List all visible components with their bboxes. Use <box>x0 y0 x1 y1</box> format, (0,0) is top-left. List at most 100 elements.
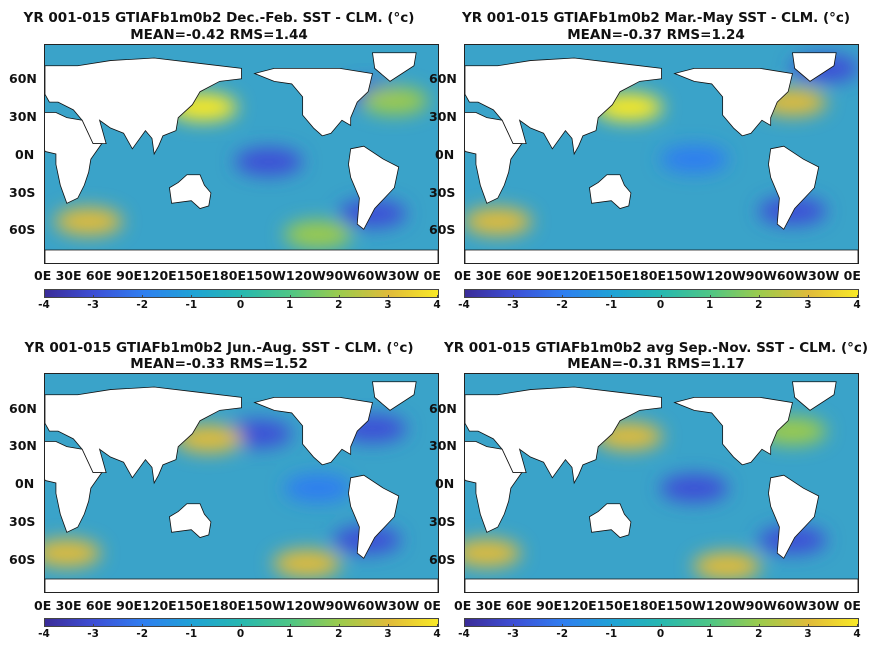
map-canvas <box>45 374 438 592</box>
colorbar-tick-mark <box>857 624 858 627</box>
colorbar-tick-label: -2 <box>556 628 569 640</box>
colorbar-tick-mark <box>660 295 662 298</box>
anomaly-blob <box>465 539 521 568</box>
colorbar-tick-mark <box>513 624 515 627</box>
colorbar-tick-mark <box>93 295 95 298</box>
y-tick-30S: 30S <box>429 185 456 200</box>
colorbar-tick-mark <box>44 624 45 627</box>
colorbar-tick-label: 3 <box>804 299 812 311</box>
panel-djf: YR 001-015 GTIAFb1m0b2 Dec.-Feb. SST - C… <box>0 0 441 328</box>
colorbar-tick-mark <box>562 624 564 627</box>
colorbar-tick-mark <box>387 624 389 627</box>
colorbar-tick-label: -1 <box>605 299 618 311</box>
panel-mam: YR 001-015 GTIAFb1m0b2 Mar.-May SST - CL… <box>429 0 875 328</box>
colorbar-tick-mark <box>758 624 760 627</box>
y-tick-60N: 60N <box>429 71 457 86</box>
colorbar-tick-mark <box>44 295 45 298</box>
colorbar-tick-mark <box>387 295 389 298</box>
anomaly-blob <box>338 199 407 228</box>
land-mass <box>465 57 662 156</box>
colorbar-tick-label: 4 <box>433 628 441 640</box>
y-tick-0N: 0N <box>435 476 455 491</box>
y-tick-0N: 0N <box>15 476 35 491</box>
x-tick-labels: 0E 30E 60E 90E120E150E180E150W120W90W60W… <box>34 598 441 613</box>
colorbar-tick-mark <box>338 295 340 298</box>
colorbar-tick-label: 0 <box>236 299 245 311</box>
colorbar-tick-mark <box>338 624 340 627</box>
colorbar-tick-mark <box>437 295 438 298</box>
colorbar-tick-label: -1 <box>185 628 198 640</box>
colorbar-tick-mark <box>562 295 564 298</box>
colorbar-tick-mark <box>240 295 242 298</box>
colorbar-tick-label: -3 <box>87 628 99 640</box>
colorbar-tick-mark <box>611 295 613 298</box>
colorbar-tick-mark <box>240 624 242 627</box>
panel-son: YR 001-015 GTIAFb1m0b2 avg Sep.-Nov. SST… <box>429 328 875 656</box>
anomaly-blob <box>660 474 729 503</box>
colorbar-tick-label: -4 <box>38 628 50 640</box>
colorbar-tick-label: -4 <box>38 299 50 311</box>
colorbar-tick-label: 1 <box>705 628 714 640</box>
y-tick-30S: 30S <box>9 514 36 529</box>
colorbar-tick-label: -2 <box>136 628 149 640</box>
colorbar-tick-mark <box>611 624 613 627</box>
colorbar-tick-label: -3 <box>507 299 519 311</box>
sst-anomaly-map <box>44 44 439 264</box>
land-mass <box>465 578 858 592</box>
colorbar-tick-label: -1 <box>605 628 618 640</box>
land-mass <box>589 503 632 538</box>
land-mass <box>253 67 373 137</box>
land-mass <box>348 145 400 230</box>
colorbar <box>464 618 859 627</box>
y-tick-60S: 60S <box>429 222 456 237</box>
colorbar-tick-mark <box>142 295 144 298</box>
colorbar-tick-mark <box>807 624 809 627</box>
colorbar-tick-mark <box>289 295 291 298</box>
colorbar-tick-label: -3 <box>507 628 519 640</box>
anomaly-blob <box>234 147 303 176</box>
colorbar-tick-label: 3 <box>384 628 392 640</box>
colorbar-tick-label: 4 <box>853 299 861 311</box>
colorbar-tick-mark <box>142 624 144 627</box>
y-tick-60N: 60N <box>9 71 37 86</box>
anomaly-blob <box>54 207 123 236</box>
colorbar-tick-label: -4 <box>458 299 470 311</box>
land-mass <box>465 112 523 204</box>
sst-anomaly-map <box>464 373 859 593</box>
land-mass <box>673 67 793 137</box>
colorbar-tick-mark <box>289 624 291 627</box>
anomaly-blob <box>283 474 352 503</box>
land-mass <box>45 578 438 592</box>
y-tick-30N: 30N <box>429 109 457 124</box>
colorbar-tick-mark <box>807 295 809 298</box>
panel-jja: YR 001-015 GTIAFb1m0b2 Jun.-Aug. SST - C… <box>0 328 441 656</box>
land-mass <box>45 386 242 485</box>
land-mass <box>589 174 632 209</box>
land-mass <box>792 381 837 411</box>
panel-stats: MEAN=-0.31 RMS=1.17 <box>567 356 745 372</box>
colorbar-tick-mark <box>758 295 760 298</box>
land-mass <box>768 145 820 230</box>
panel-stats: MEAN=-0.37 RMS=1.24 <box>567 27 745 43</box>
land-mass <box>465 249 858 263</box>
anomaly-blob <box>693 552 761 581</box>
colorbar-tick-label: 0 <box>236 628 245 640</box>
panel-title: YR 001-015 GTIAFb1m0b2 Mar.-May SST - CL… <box>461 10 851 26</box>
land-mass <box>169 174 212 209</box>
colorbar-tick-label: 3 <box>384 299 392 311</box>
colorbar-tick-mark <box>660 624 662 627</box>
colorbar-tick-label: -4 <box>458 628 470 640</box>
y-tick-0N: 0N <box>15 147 35 162</box>
colorbar-tick-mark <box>513 295 515 298</box>
colorbar-tick-label: 1 <box>285 299 294 311</box>
land-mass <box>45 112 103 204</box>
land-mass <box>465 441 523 533</box>
colorbar-tick-label: 2 <box>755 628 763 640</box>
land-mass <box>45 57 242 156</box>
land-mass <box>792 52 837 82</box>
anomaly-blob <box>360 86 429 115</box>
y-tick-30S: 30S <box>429 514 456 529</box>
anomaly-blob <box>273 549 341 578</box>
map-canvas <box>465 45 858 263</box>
colorbar-tick-mark <box>191 295 193 298</box>
